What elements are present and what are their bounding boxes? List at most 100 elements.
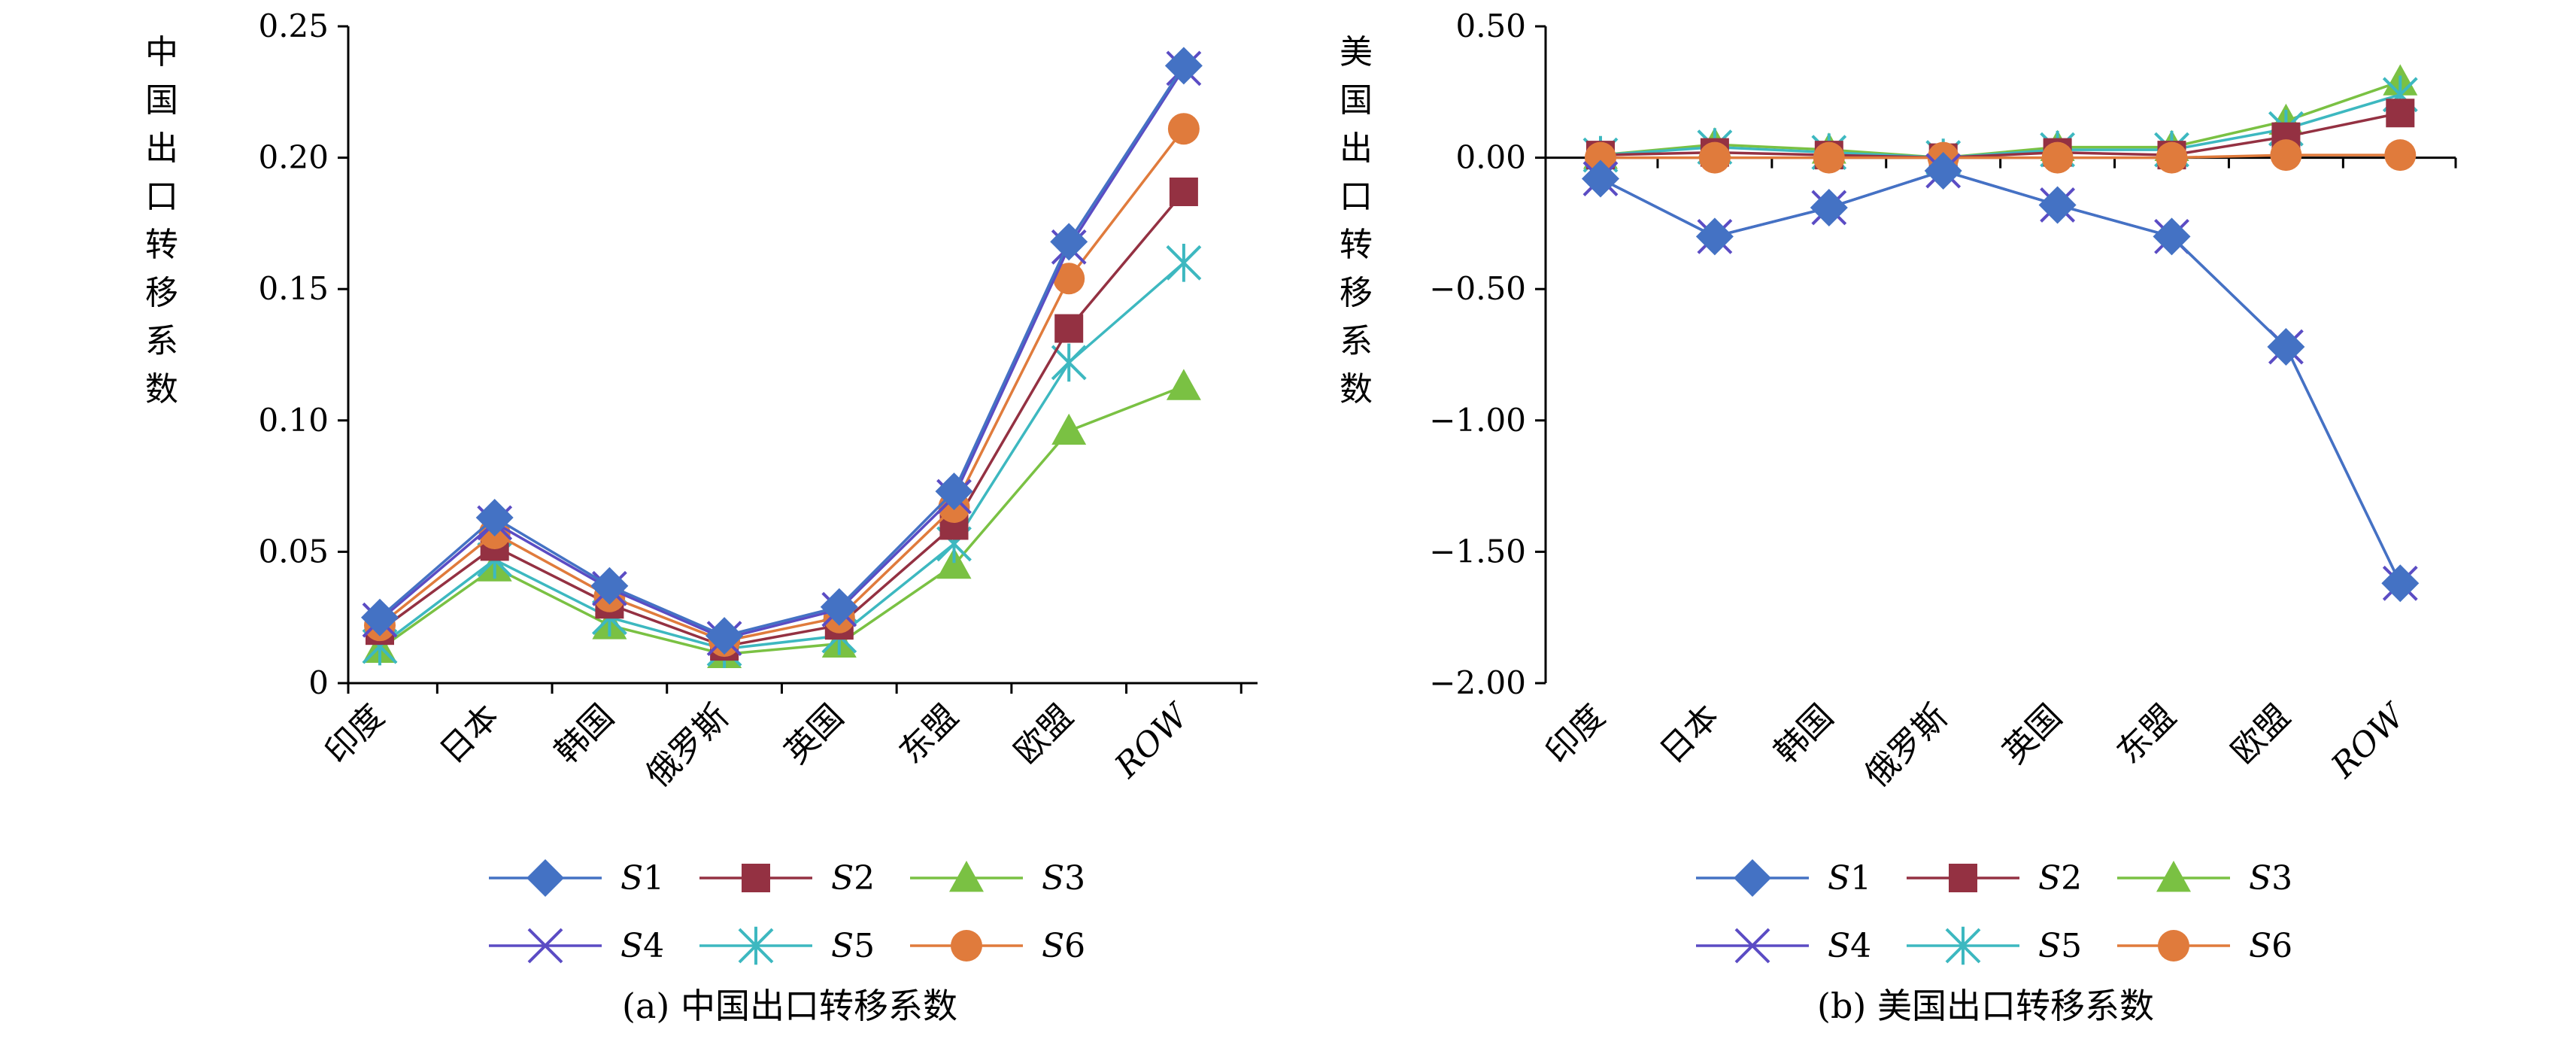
y-tick-label: −1.00 bbox=[1429, 402, 1526, 439]
legend-item-S3: S3 bbox=[2117, 859, 2292, 898]
data-point-S6 bbox=[2041, 141, 2074, 174]
data-point-S1 bbox=[2038, 186, 2077, 224]
x-category-label: 韩国 bbox=[1767, 697, 1840, 771]
y-axis-title-char: 移 bbox=[1340, 274, 1373, 312]
data-point-S2 bbox=[2386, 99, 2415, 128]
legend-label-letter: S bbox=[1042, 927, 1064, 965]
data-point-S2 bbox=[1054, 314, 1084, 343]
data-point-S6 bbox=[2384, 139, 2417, 172]
legend-label-letter: S bbox=[2249, 927, 2271, 965]
data-point-S1 bbox=[1695, 217, 1734, 256]
y-axis-title-char: 出 bbox=[1340, 129, 1373, 168]
legend-item-S1: S1 bbox=[489, 859, 664, 898]
series-S1 bbox=[1582, 152, 2420, 603]
x-category-label: 俄罗斯 bbox=[639, 697, 736, 794]
series-S1 bbox=[361, 47, 1203, 655]
legend-marker bbox=[526, 859, 564, 897]
x-category-label: 日本 bbox=[432, 697, 506, 771]
data-point-S6 bbox=[1698, 141, 1731, 174]
legend-marker bbox=[949, 861, 984, 892]
y-tick-label: 0.20 bbox=[258, 139, 329, 176]
series-line-S5 bbox=[378, 261, 1185, 651]
y-axis-title-char: 转 bbox=[1340, 226, 1373, 264]
data-point-S1 bbox=[1164, 47, 1203, 85]
legend-item-S4: S4 bbox=[1696, 927, 1871, 965]
legend-label-number: 6 bbox=[2271, 927, 2292, 965]
legend-marker bbox=[1734, 859, 1771, 897]
y-tick-label: −1.50 bbox=[1429, 533, 1526, 570]
legend-label-number: 3 bbox=[1064, 859, 1085, 898]
legend-item-S5: S5 bbox=[1907, 926, 2082, 965]
data-point-S1 bbox=[2153, 217, 2191, 256]
x-category-label: ROW bbox=[1107, 695, 1197, 785]
legend-label-letter: S bbox=[2249, 859, 2271, 898]
y-axis-title-char: 系 bbox=[145, 322, 178, 360]
legend-label: S2 bbox=[2038, 859, 2082, 898]
data-point-S1 bbox=[1810, 188, 1848, 226]
series-line-S4 bbox=[378, 67, 1185, 640]
legend-marker bbox=[1945, 926, 1981, 965]
series-S6 bbox=[1585, 139, 2417, 174]
data-point-S1 bbox=[820, 588, 858, 626]
legend-label-letter: S bbox=[2038, 859, 2061, 898]
data-point-S1 bbox=[2267, 328, 2305, 366]
y-axis-title-char: 口 bbox=[145, 178, 178, 216]
legend-item-S3: S3 bbox=[910, 859, 1085, 898]
legend-label-number: 4 bbox=[1850, 927, 1871, 965]
legend-marker bbox=[1949, 864, 1977, 892]
y-axis-title-char: 口 bbox=[1340, 178, 1373, 216]
x-category-label: 印度 bbox=[317, 697, 391, 771]
legend-label-letter: S bbox=[1828, 859, 1850, 898]
x-category-label: 日本 bbox=[1652, 697, 1726, 771]
y-tick-label: 0.50 bbox=[1455, 8, 1526, 44]
legend-marker bbox=[742, 864, 770, 892]
y-tick-label: 0.25 bbox=[258, 8, 329, 44]
legend-label: S6 bbox=[1042, 927, 1085, 965]
legend-label: S5 bbox=[2038, 927, 2082, 965]
series-line-S3 bbox=[378, 384, 1185, 656]
series-line-S2 bbox=[1600, 111, 2401, 159]
data-point-S1 bbox=[590, 567, 629, 605]
data-point-S2 bbox=[1169, 177, 1198, 206]
legend-marker bbox=[2156, 861, 2191, 892]
data-point-S1 bbox=[1582, 159, 1619, 198]
y-tick-label: 0 bbox=[308, 664, 329, 701]
legend-label: S5 bbox=[831, 927, 875, 965]
legend-label-letter: S bbox=[831, 927, 854, 965]
data-point-S3 bbox=[1051, 413, 1087, 445]
legend-label-number: 5 bbox=[854, 927, 875, 965]
legend-item-S4: S4 bbox=[489, 927, 664, 965]
series-line-S6 bbox=[1601, 153, 2401, 159]
series-line-S1 bbox=[378, 65, 1185, 637]
data-point-S1 bbox=[475, 499, 514, 537]
legend-label-number: 6 bbox=[1064, 927, 1085, 965]
legend-label-number: 4 bbox=[643, 927, 664, 965]
x-category-label: 欧盟 bbox=[2224, 697, 2298, 771]
data-point-S1 bbox=[1924, 152, 1962, 190]
legend-label-number: 1 bbox=[1850, 859, 1871, 898]
legend-label: S3 bbox=[2249, 859, 2292, 898]
x-category-label: 英国 bbox=[777, 697, 851, 771]
x-category-label: 东盟 bbox=[892, 697, 966, 771]
data-point-S5 bbox=[1166, 243, 1202, 282]
legend-label: S6 bbox=[2249, 927, 2292, 965]
x-category-label: 韩国 bbox=[548, 697, 621, 771]
y-tick-label: 0.15 bbox=[258, 270, 329, 307]
y-axis-title-char: 国 bbox=[1340, 81, 1373, 120]
legend-label: S4 bbox=[1828, 927, 1871, 965]
data-point-S1 bbox=[1050, 223, 1088, 261]
data-point-S6 bbox=[1053, 263, 1085, 295]
legend-label-letter: S bbox=[2038, 927, 2061, 965]
data-point-S1 bbox=[705, 617, 744, 655]
legend-marker bbox=[1734, 928, 1770, 964]
panel-b: −2.00 −1.50 −1.00 −0.50 0.00 0.50 印度 日本 韩国 俄罗斯 英国东… bbox=[1340, 8, 2457, 1026]
data-point-S6 bbox=[2156, 141, 2188, 174]
legend-item-S6: S6 bbox=[2117, 927, 2292, 965]
legend-item-S2: S2 bbox=[699, 859, 875, 898]
legend-label-letter: S bbox=[1042, 859, 1064, 898]
y-tick-label: −2.00 bbox=[1429, 664, 1526, 701]
legend-label-number: 3 bbox=[2271, 859, 2292, 898]
x-category-label: 欧盟 bbox=[1007, 697, 1081, 771]
legend-marker bbox=[2158, 930, 2189, 962]
y-axis-title-char: 移 bbox=[145, 274, 178, 312]
